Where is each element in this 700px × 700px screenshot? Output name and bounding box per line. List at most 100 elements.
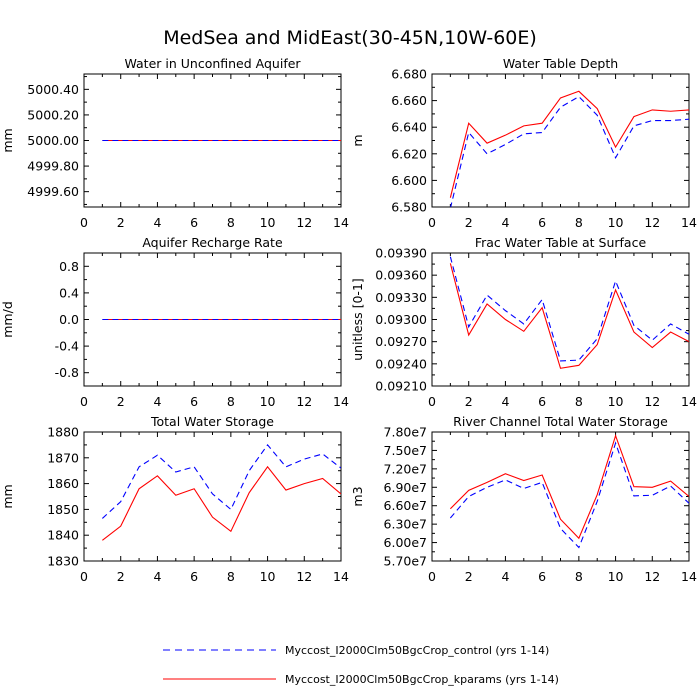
series-line-control (449, 441, 689, 549)
x-tick-label: 4 (501, 215, 509, 230)
series-line-control (101, 444, 341, 519)
panel-1: Water in Unconfined Aquifer 0 2 4 6 8 10 12 14 49… (0, 56, 349, 230)
x-tick-label: 12 (296, 215, 312, 230)
x-tick-label: 0 (428, 394, 436, 409)
x-tick-label: 6 (190, 215, 198, 230)
series-line-kparams (449, 90, 689, 198)
y-tick-label: 6.620 (391, 146, 427, 161)
x-tick-label: 0 (80, 394, 88, 409)
y-tick-label: 0.09300 (375, 312, 427, 327)
y-tick-label: 0.4 (59, 285, 79, 300)
y-tick-label: -0.8 (55, 365, 79, 380)
x-tick-label: 8 (227, 394, 235, 409)
x-tick-label: 8 (575, 215, 583, 230)
x-tick-label: 2 (465, 569, 473, 584)
y-tick-label: 0.0 (59, 312, 79, 327)
x-tick-label: 0 (428, 215, 436, 230)
y-tick-label: 0.09210 (375, 379, 427, 394)
x-tick-label: 6 (538, 215, 546, 230)
y-tick-label: -0.4 (55, 339, 79, 354)
panel-title: River Channel Total Water Storage (453, 414, 668, 429)
y-tick-label: 5.70e7 (384, 554, 427, 569)
series-line-kparams (102, 465, 341, 541)
x-tick-label: 12 (644, 394, 660, 409)
x-tick-label: 2 (117, 394, 125, 409)
x-tick-label: 14 (681, 569, 697, 584)
panel-title: Water in Unconfined Aquifer (124, 56, 301, 71)
y-tick-label: 6.580 (391, 200, 427, 215)
x-tick-label: 14 (681, 394, 697, 409)
y-tick-label: 6.00e7 (384, 535, 427, 550)
x-tick-label: 14 (681, 215, 697, 230)
legend-label-control: Myccost_I2000Clm50BgcCrop_control (yrs 1… (285, 644, 549, 657)
panel-title: Frac Water Table at Surface (475, 235, 647, 250)
x-tick-label: 4 (501, 394, 509, 409)
y-tick-label: 6.660 (391, 93, 427, 108)
x-tick-label: 0 (428, 569, 436, 584)
x-tick-label: 6 (538, 394, 546, 409)
x-tick-label: 4 (153, 394, 161, 409)
y-tick-label: 6.640 (391, 120, 427, 135)
x-tick-label: 8 (575, 394, 583, 409)
x-tick-label: 6 (190, 569, 198, 584)
panel-title: Water Table Depth (503, 56, 618, 71)
panel-5: Total Water Storage 0 2 4 6 8 10 12 14 1830 1840 18… (0, 414, 349, 584)
x-tick-label: 4 (153, 215, 161, 230)
x-tick-label: 12 (296, 569, 312, 584)
y-tick-label: 5000.20 (27, 107, 79, 122)
y-tick-label: 1880 (47, 425, 79, 440)
x-tick-label: 12 (296, 394, 312, 409)
y-axis-label: mm (0, 128, 15, 152)
x-tick-label: 8 (227, 569, 235, 584)
y-tick-label: 4999.80 (27, 159, 79, 174)
y-tick-label: 6.600 (391, 173, 427, 188)
x-tick-label: 4 (153, 569, 161, 584)
x-tick-label: 10 (608, 569, 624, 584)
figure-title: MedSea and MidEast(30-45N,10W-60E) (163, 27, 537, 49)
y-tick-label: 1830 (47, 554, 79, 569)
y-tick-label: 5000.40 (27, 82, 79, 97)
legend: Myccost_I2000Clm50BgcCrop_control (yrs 1… (163, 644, 559, 686)
x-tick-label: 8 (575, 569, 583, 584)
panel-6: River Channel Total Water Storage 0 2 4 6 8 10… (350, 414, 697, 584)
y-axis-label: unitless [0-1] (350, 278, 365, 361)
x-tick-label: 4 (501, 569, 509, 584)
x-tick-label: 10 (608, 215, 624, 230)
x-tick-label: 14 (333, 394, 349, 409)
x-tick-label: 10 (260, 394, 276, 409)
y-tick-label: 0.09270 (375, 334, 427, 349)
y-tick-label: 0.09390 (375, 246, 427, 261)
x-tick-label: 2 (465, 215, 473, 230)
y-tick-label: 4999.60 (27, 184, 79, 199)
y-tick-label: 0.8 (59, 259, 79, 274)
y-axis-label: m3 (350, 486, 365, 506)
x-tick-label: 0 (80, 569, 88, 584)
x-tick-label: 10 (260, 215, 276, 230)
x-tick-label: 14 (333, 215, 349, 230)
x-tick-label: 12 (644, 569, 660, 584)
x-tick-label: 2 (465, 394, 473, 409)
y-tick-label: 0.09240 (375, 356, 427, 371)
y-tick-label: 1840 (47, 528, 79, 543)
series-line-kparams (449, 263, 689, 369)
series-line-control (449, 256, 689, 362)
series-line-kparams (449, 433, 689, 540)
panel-4: Frac Water Table at Surface 0 2 4 6 8 10 12 14 0.… (350, 235, 697, 409)
y-tick-label: 6.90e7 (384, 480, 427, 495)
y-tick-label: 0.09360 (375, 268, 427, 283)
series-line-control (450, 95, 689, 207)
panel-title: Aquifer Recharge Rate (142, 235, 283, 250)
y-axis-label: mm (0, 484, 15, 508)
x-tick-label: 2 (117, 215, 125, 230)
x-tick-label: 10 (260, 569, 276, 584)
y-axis-label: m (350, 134, 365, 146)
x-tick-label: 8 (227, 215, 235, 230)
panels: Water in Unconfined Aquifer 0 2 4 6 8 10 12 14 49… (0, 56, 697, 584)
y-tick-label: 7.80e7 (384, 425, 427, 440)
y-tick-label: 1860 (47, 476, 79, 491)
x-tick-label: 14 (333, 569, 349, 584)
x-tick-label: 2 (117, 569, 125, 584)
y-tick-label: 6.60e7 (384, 498, 427, 513)
x-tick-label: 12 (644, 215, 660, 230)
